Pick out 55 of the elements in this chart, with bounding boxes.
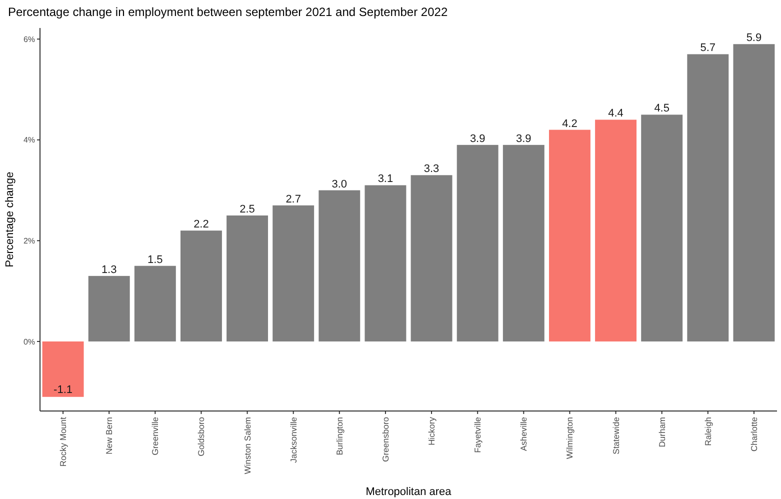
x-tick-label: Greenville [150,416,160,456]
data-label: -1.1 [54,384,73,396]
y-axis-title: Percentage change [4,172,16,268]
x-tick-label: Wilmington [564,416,575,460]
bar [272,205,314,342]
x-tick-label: Raleigh [702,416,713,446]
x-tick-label: New Bern [104,416,114,454]
data-label: 3.3 [424,163,440,176]
data-label: 2.5 [240,203,255,216]
data-label: 3.1 [378,173,394,186]
bar [410,175,452,342]
bar [687,54,729,342]
bar [88,276,130,342]
x-tick-label: Jacksonville [288,416,298,463]
x-axis-title: Metropolitan area [366,486,452,498]
bar [595,120,637,342]
bar [364,185,406,342]
x-tick-label: Statewide [610,416,621,454]
bar [641,114,683,342]
data-label: 5.7 [700,42,716,54]
data-label: 3.9 [516,132,532,145]
data-label: 2.2 [194,218,209,231]
x-tick-label: Rocky Mount [58,416,68,467]
bar [134,266,176,342]
x-tick-label: Durham [656,417,667,448]
x-tick-label: Asheville [518,416,529,452]
chart-title: Percentage change in employment between september 2021 and September 2022 [8,5,448,19]
bar [502,144,544,342]
data-label: 3.9 [470,132,486,145]
data-label: 4.2 [562,118,578,130]
x-tick-label: Winston Salem [242,417,252,474]
data-label: 3.0 [332,178,348,190]
x-tick-label: Greensboro [380,416,390,462]
y-tick-label: 2% [23,236,35,246]
x-tick-label: Goldsboro [196,416,206,456]
data-label: 2.7 [286,193,301,206]
data-label: 4.4 [608,108,624,120]
data-label: 4.5 [654,102,670,115]
bar [318,190,360,342]
x-tick-label: Charlotte [748,416,759,452]
bar [456,144,498,342]
bar [226,215,268,342]
data-label: 5.9 [746,32,762,44]
y-tick-label: 0% [23,337,35,346]
y-tick-label: 6% [23,34,35,44]
x-tick-label: Hickory [426,416,437,446]
bar [42,341,84,397]
data-label: 1.3 [101,264,117,276]
y-tick-label: 4% [23,136,35,145]
bar [733,44,775,342]
bar [548,130,590,342]
x-tick-label: Burlington [334,416,344,456]
data-label: 1.5 [148,254,163,266]
bar [180,230,222,342]
x-tick-label: Fayetville [472,416,483,453]
